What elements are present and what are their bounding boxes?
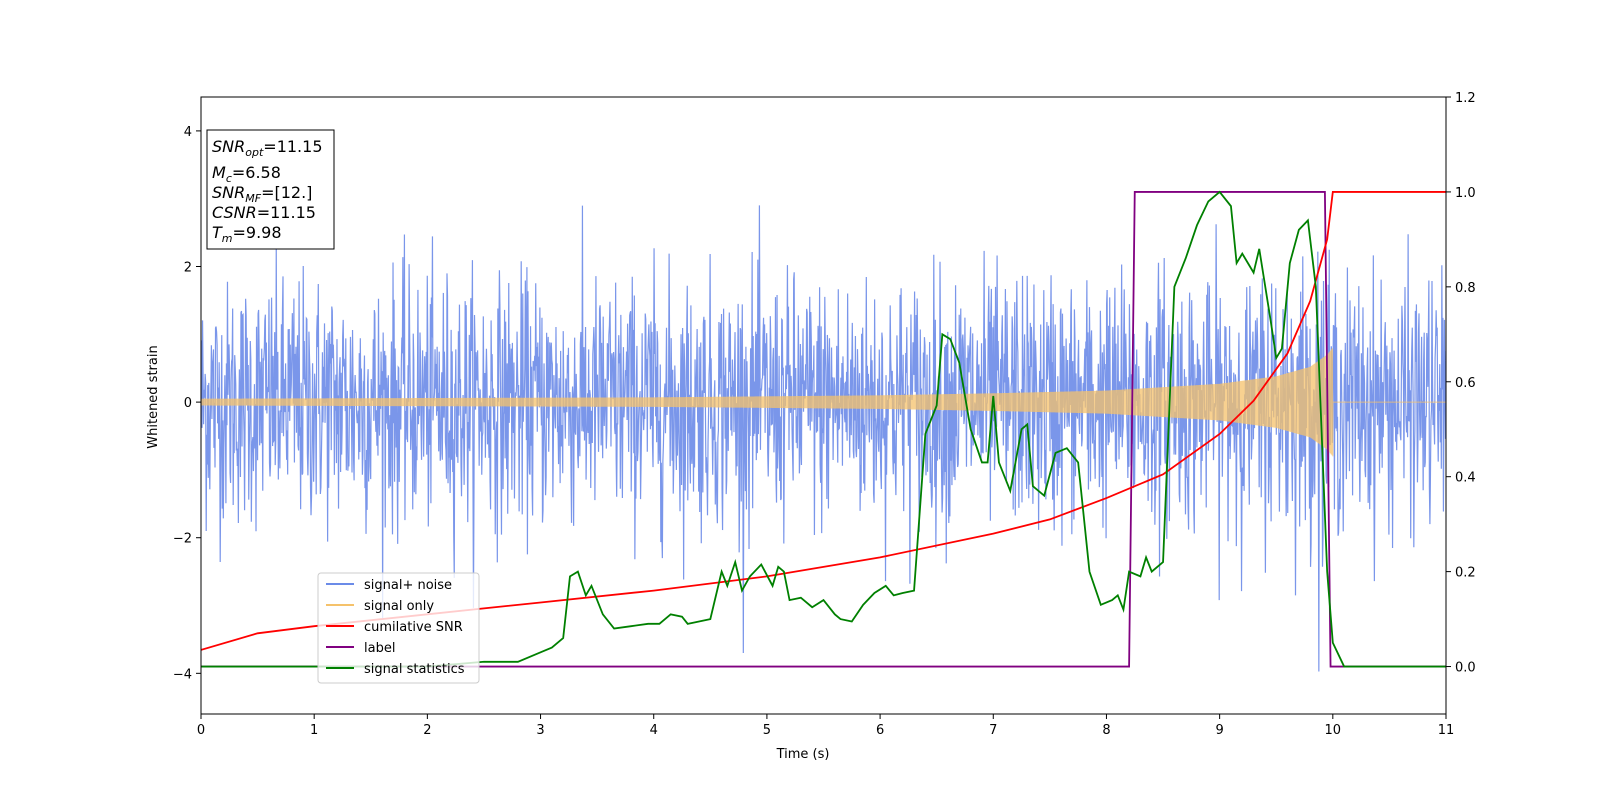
x-tick-label: 4 [650, 723, 658, 738]
x-tick-label: 1 [310, 723, 318, 738]
axes: 0 1 2 3 4 5 6 7 8 9 10 11 −4 −2 0 2 4 0.0 0.2 0.4 0.6 0.8 1.0 1… [173, 91, 1476, 738]
x-tick-label: 3 [536, 723, 544, 738]
legend-label-label: label [364, 641, 395, 656]
series-signal-only [201, 348, 1446, 457]
x-tick-label: 9 [1215, 723, 1223, 738]
x-tick-label: 2 [423, 723, 431, 738]
y-left-tick-label: 2 [184, 261, 192, 276]
legend-label-cumulative-snr: cumilative SNR [364, 620, 463, 635]
info-box-frame [206, 129, 335, 250]
y-left-tick-label: 4 [184, 125, 192, 140]
x-tick-label: 6 [876, 723, 884, 738]
y-right-tick-label: 0.6 [1455, 376, 1476, 391]
x-tick-label: 11 [1438, 723, 1455, 738]
legend-frame [317, 572, 480, 684]
y-left-tick-label: −4 [173, 667, 192, 682]
x-tick-label: 5 [763, 723, 771, 738]
axes-frame [200, 96, 1447, 715]
info-box: SNRopt=11.15 Mc=6.58 SNRMF=[12.] CSNR=11… [206, 129, 335, 250]
series-signal-statistics [201, 190, 1446, 668]
legend: signal+ noise signal only cumilative SNR… [317, 572, 480, 684]
y-left-tick-label: −2 [173, 532, 192, 547]
info-snr-mf: SNRMF=[12.] [212, 183, 312, 205]
x-tick-label: 8 [1102, 723, 1110, 738]
y-right-tick-label: 1.0 [1455, 186, 1476, 201]
x-axis-label: Time (s) [776, 747, 830, 762]
y-left-tick-label: 0 [184, 396, 192, 411]
info-snr-opt: SNRopt=11.15 [212, 137, 323, 159]
y-right-tick-label: 0.0 [1455, 661, 1476, 676]
x-tick-label: 0 [197, 723, 205, 738]
y-axis-label: Whitened strain [146, 345, 161, 448]
y-right-tick-label: 0.2 [1455, 566, 1476, 581]
legend-label-signal-statistics: signal statistics [364, 662, 465, 677]
x-tick-label: 7 [989, 723, 997, 738]
y-right-tick-label: 0.4 [1455, 471, 1476, 486]
y-right-tick-label: 0.8 [1455, 281, 1476, 296]
legend-label-signal-only: signal only [364, 599, 434, 614]
info-csnr: CSNR=11.15 [212, 203, 316, 222]
info-tm: Tm=9.98 [212, 223, 282, 245]
legend-label-signal-noise: signal+ noise [364, 578, 452, 593]
y-right-tick-label: 1.2 [1455, 91, 1476, 106]
x-tick-label: 10 [1325, 723, 1342, 738]
info-mc: Mc=6.58 [212, 163, 281, 185]
